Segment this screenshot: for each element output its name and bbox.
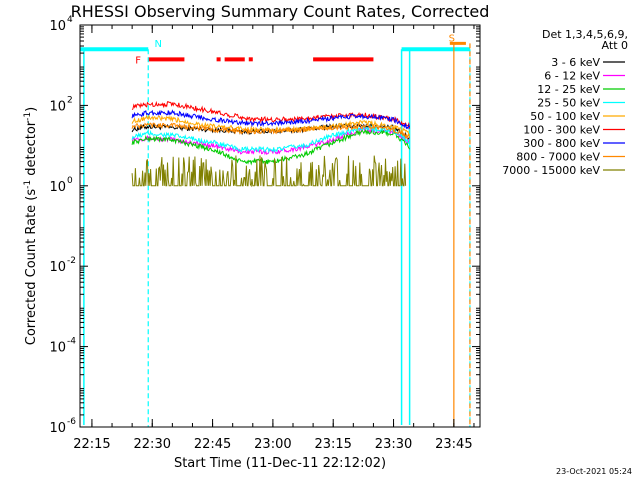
x-tick-label: 22:45 [194, 437, 231, 452]
legend-entry-label: 100 - 300 keV [523, 124, 600, 137]
series-line-7 [131, 122, 411, 140]
x-tick-label: 22:15 [73, 437, 110, 452]
legend-entry-label: 50 - 100 keV [530, 110, 600, 123]
x-axis-label: Start Time (11-Dec-11 22:12:02) [174, 456, 386, 471]
legend-entry-label: 12 - 25 keV [537, 83, 600, 96]
y-tick-label: 10 [49, 421, 66, 436]
y-axis-label: Corrected Count Rate (s-1 detector-1) [23, 107, 39, 345]
legend-header: Det 1,3,4,5,6,9, [542, 28, 628, 41]
x-tick-label: 23:45 [435, 437, 472, 452]
series-line-5 [131, 100, 411, 129]
series-line-3 [131, 124, 411, 154]
y-tick-label: 10 [49, 19, 66, 34]
y-tick-label: 10 [49, 341, 66, 356]
legend-entry-label: 25 - 50 keV [537, 97, 600, 110]
series-layer [131, 100, 411, 188]
legend-entry-label: 7000 - 15000 keV [502, 164, 600, 177]
flag-label-n: N [155, 39, 162, 50]
x-tick-label: 23:00 [254, 437, 291, 452]
y-tick-label: 10 [49, 260, 66, 275]
series-line-2 [131, 128, 411, 166]
y-tick-exponent: 4 [67, 15, 73, 25]
series-line-8 [131, 155, 407, 188]
series-line-4 [131, 114, 411, 137]
x-tick-label: 23:15 [314, 437, 351, 452]
legend-entry-label: 300 - 800 keV [523, 137, 600, 150]
y-tick-exponent: -2 [67, 256, 76, 266]
y-tick-label: 10 [49, 180, 66, 195]
legend-entry-label: 6 - 12 keV [544, 70, 600, 83]
legend-header: Att 0 [602, 39, 628, 52]
x-tick-label: 22:30 [134, 437, 171, 452]
flag-label-f: F [135, 55, 141, 66]
y-tick-exponent: -4 [67, 337, 76, 347]
y-tick-exponent: 2 [67, 95, 73, 105]
y-tick-exponent: -6 [67, 417, 76, 427]
chart-title: RHESSI Observing Summary Count Rates, Co… [71, 2, 490, 21]
plot-frame [79, 24, 481, 428]
flag-label-s: S [449, 33, 455, 44]
x-tick-label: 23:30 [375, 437, 412, 452]
y-tick-exponent: 0 [67, 176, 73, 186]
y-tick-label: 10 [49, 99, 66, 114]
flag-annotations: N F S [80, 33, 471, 427]
legend-entry-label: 3 - 6 keV [551, 56, 600, 69]
legend-entry-label: 800 - 7000 keV [516, 151, 600, 164]
timestamp: 23-Oct-2021 05:24 [556, 467, 632, 476]
series-line-6 [131, 109, 411, 130]
